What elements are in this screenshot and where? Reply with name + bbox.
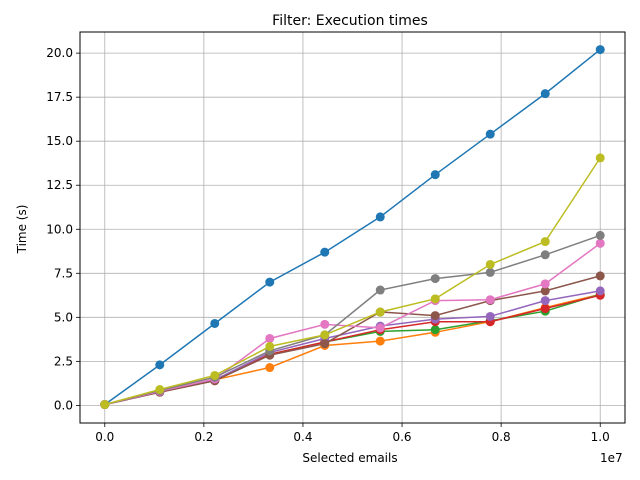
- data-point: [485, 295, 495, 305]
- y-tick-label: 0.0: [54, 398, 73, 412]
- series-layer: [100, 45, 605, 410]
- data-point: [540, 237, 550, 247]
- data-point: [265, 341, 275, 351]
- y-tick-label: 17.5: [46, 90, 73, 104]
- x-tick-label: 0.2: [194, 430, 213, 444]
- series-line: [104, 242, 601, 406]
- data-point: [595, 238, 605, 248]
- series-3: [100, 289, 605, 410]
- data-point: [430, 325, 440, 335]
- data-point: [540, 250, 550, 260]
- data-point: [595, 230, 605, 240]
- data-point: [485, 129, 495, 139]
- data-point: [320, 339, 330, 349]
- series-8: [100, 230, 605, 410]
- y-tick-label: 10.0: [46, 222, 73, 236]
- data-point: [375, 212, 385, 222]
- series-4: [100, 290, 605, 410]
- data-point: [155, 385, 165, 395]
- y-tick-label: 15.0: [46, 134, 73, 148]
- data-point: [375, 336, 385, 346]
- y-tick-label: 5.0: [54, 310, 73, 324]
- series-line: [104, 157, 601, 406]
- data-point: [595, 271, 605, 281]
- data-point: [210, 318, 220, 328]
- data-point: [155, 360, 165, 370]
- data-point: [100, 400, 110, 410]
- data-point: [265, 333, 275, 343]
- x-axis-label: Selected emails: [302, 451, 397, 465]
- y-tick-label: 2.5: [54, 354, 73, 368]
- plot-frame: [79, 31, 626, 424]
- x-tick-label: 0.8: [492, 430, 511, 444]
- x-axis: 0.0 0.2 0.4 0.6 0.8 1.0: [95, 423, 610, 444]
- series-1: [100, 45, 605, 410]
- series-line: [104, 234, 601, 406]
- y-tick-label: 20.0: [46, 46, 73, 60]
- data-point: [375, 323, 385, 333]
- data-point: [375, 307, 385, 317]
- data-point: [540, 296, 550, 306]
- data-point: [430, 274, 440, 284]
- series-5: [100, 286, 605, 410]
- series-2: [100, 289, 605, 410]
- data-point: [485, 311, 495, 321]
- data-point: [485, 267, 495, 277]
- grid: [80, 32, 625, 423]
- data-point: [430, 294, 440, 304]
- data-point: [430, 311, 440, 321]
- data-point: [320, 330, 330, 340]
- data-point: [595, 286, 605, 296]
- series-line: [104, 275, 601, 406]
- x-axis-offset-label: 1e7: [600, 451, 623, 465]
- chart-title: Filter: Execution times: [272, 13, 428, 29]
- data-point: [485, 259, 495, 269]
- data-point: [540, 279, 550, 289]
- y-tick-label: 12.5: [46, 178, 73, 192]
- data-point: [320, 247, 330, 257]
- data-point: [540, 304, 550, 314]
- data-point: [375, 285, 385, 295]
- x-tick-label: 0.6: [392, 430, 411, 444]
- series-line: [104, 49, 601, 406]
- data-point: [430, 170, 440, 180]
- data-point: [265, 363, 275, 373]
- y-axis: 0.0 2.5 5.0 7.5 10.0 12.5 15.0 17.5 20.0: [46, 46, 80, 412]
- data-point: [540, 89, 550, 99]
- data-point: [595, 45, 605, 55]
- x-tick-label: 0.0: [95, 430, 114, 444]
- data-point: [540, 286, 550, 296]
- y-axis-label: Time (s): [15, 205, 29, 255]
- data-point: [595, 153, 605, 163]
- data-point: [320, 319, 330, 329]
- y-tick-label: 7.5: [54, 266, 73, 280]
- series-9: [100, 153, 605, 410]
- data-point: [210, 370, 220, 380]
- x-tick-label: 1.0: [591, 430, 610, 444]
- data-point: [265, 277, 275, 287]
- x-tick-label: 0.4: [293, 430, 312, 444]
